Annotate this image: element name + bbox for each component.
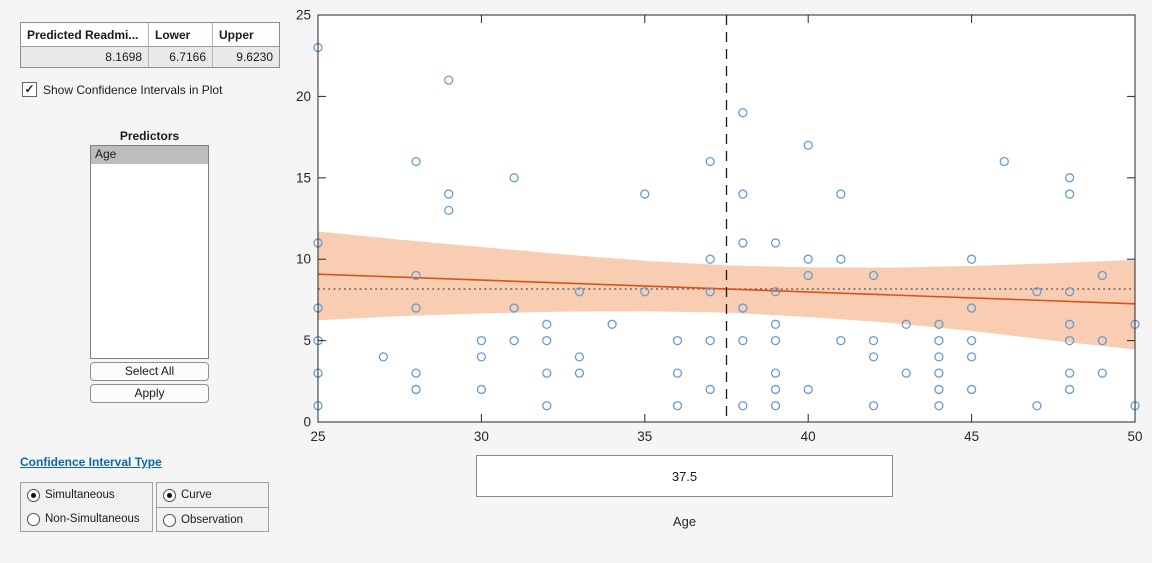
scatter-points <box>313 42 1140 411</box>
lower-bound-value: 6.7166 <box>149 46 213 67</box>
predictor-value-input[interactable] <box>476 455 893 497</box>
svg-text:0: 0 <box>303 415 311 430</box>
svg-text:20: 20 <box>296 89 311 104</box>
svg-text:50: 50 <box>1127 429 1142 444</box>
radio-icon <box>27 488 40 502</box>
radio-label: Curve <box>181 489 212 501</box>
show-ci-checkbox-row[interactable]: Show Confidence Intervals in Plot <box>22 82 222 97</box>
ci-simultaneity-group: Simultaneous Non-Simultaneous <box>20 482 153 532</box>
column-header-predicted: Predicted Readmi... <box>21 23 149 46</box>
ci-kind-group: Curve Observation <box>156 482 269 532</box>
predictors-title: Predictors <box>119 129 180 143</box>
show-ci-checkbox-label: Show Confidence Intervals in Plot <box>43 82 223 97</box>
column-header-upper: Upper <box>213 23 279 46</box>
svg-text:10: 10 <box>296 252 311 267</box>
predicted-value: 8.1698 <box>21 46 149 67</box>
predictor-list-item-age[interactable]: Age <box>91 146 208 164</box>
radio-icon <box>163 513 176 527</box>
predictors-listbox: Age <box>90 145 209 359</box>
radio-curve[interactable]: Curve <box>157 483 268 507</box>
table-row: 8.1698 6.7166 9.6230 <box>21 46 279 67</box>
upper-bound-value: 9.6230 <box>213 46 279 67</box>
radio-label: Simultaneous <box>45 489 115 501</box>
prediction-results-table: Predicted Readmi... Lower Upper 8.1698 6… <box>20 22 280 68</box>
apply-button[interactable]: Apply <box>90 384 209 403</box>
svg-text:30: 30 <box>474 429 489 444</box>
predictor-axis-label: Age <box>672 514 697 529</box>
confidence-interval-type-link[interactable]: Confidence Interval Type <box>20 455 162 469</box>
radio-label: Observation <box>181 514 244 526</box>
svg-text:5: 5 <box>303 333 311 348</box>
radio-icon <box>27 512 40 526</box>
svg-text:45: 45 <box>964 429 979 444</box>
svg-text:40: 40 <box>801 429 816 444</box>
svg-text:15: 15 <box>296 170 311 185</box>
plot-frame <box>317 14 1136 423</box>
radio-simultaneous[interactable]: Simultaneous <box>21 483 152 507</box>
radio-icon <box>163 488 176 502</box>
radio-non-simultaneous[interactable]: Non-Simultaneous <box>21 507 152 531</box>
select-all-button[interactable]: Select All <box>90 362 209 381</box>
plot-background <box>318 15 1135 422</box>
radio-label: Non-Simultaneous <box>45 513 140 525</box>
svg-text:25: 25 <box>310 429 325 444</box>
prediction-plot-canvas[interactable]: 25 30 35 40 45 50 0 5 10 15 20 25 <box>0 0 1152 450</box>
svg-text:35: 35 <box>637 429 652 444</box>
svg-text:25: 25 <box>296 8 311 23</box>
axis-ticks <box>317 14 1136 423</box>
axis-tick-labels: 25 30 35 40 45 50 0 5 10 15 20 25 <box>296 8 1143 445</box>
column-header-lower: Lower <box>149 23 213 46</box>
checkbox-icon[interactable] <box>22 82 37 97</box>
radio-observation[interactable]: Observation <box>157 507 268 532</box>
